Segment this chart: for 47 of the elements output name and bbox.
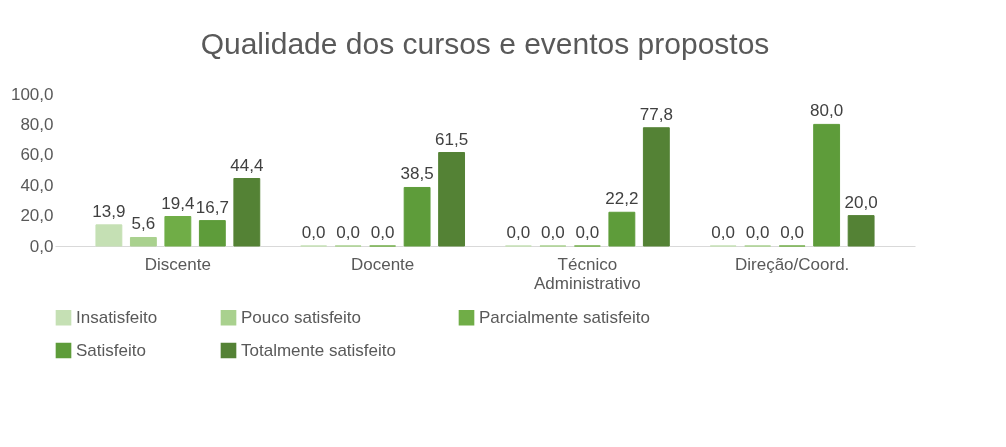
bar	[198, 220, 226, 247]
bar	[233, 178, 261, 247]
legend-label: Satisfeito	[76, 340, 146, 360]
bar	[608, 211, 636, 247]
bar	[813, 123, 841, 247]
bar	[164, 216, 192, 247]
data-label: 0,0	[541, 223, 565, 242]
data-label: 38,5	[400, 164, 434, 184]
data-label: 0,0	[336, 223, 360, 242]
x-tick-label: Direção/Coord.	[734, 254, 850, 274]
bar	[847, 215, 875, 247]
y-tick-label: 100,0	[10, 84, 54, 104]
bar	[403, 186, 431, 247]
y-tick-label: 20,0	[20, 206, 54, 226]
data-label: 5,6	[131, 214, 156, 234]
legend-label: Parcialmente satisfeito	[479, 307, 651, 327]
x-tick-label: Discente	[144, 254, 211, 274]
data-label: 61,5	[435, 129, 469, 149]
data-label: 0,0	[506, 223, 531, 242]
y-tick-label: 60,0	[20, 145, 54, 165]
data-label: 0,0	[745, 223, 770, 242]
y-tick-label: 0,0	[29, 236, 54, 256]
chart-title: Qualidade dos cursos e eventos propostos	[200, 27, 770, 60]
data-label: 0,0	[301, 223, 326, 242]
bar	[642, 127, 670, 247]
bar	[129, 236, 157, 247]
legend-label: Insatisfeito	[76, 307, 158, 327]
data-label: 80,0	[810, 101, 844, 121]
data-label: 19,4	[161, 193, 195, 213]
data-label: 0,0	[711, 223, 735, 242]
y-tick-label: 80,0	[20, 114, 54, 134]
bar	[438, 152, 466, 247]
data-label: 0,0	[780, 223, 804, 242]
data-label: 0,0	[575, 223, 600, 242]
x-tick-label: Técnico Administrativo	[534, 254, 641, 293]
x-tick-label: Docente	[350, 254, 415, 274]
legend-label: Totalmente satisfeito	[241, 340, 396, 360]
data-label: 16,7	[195, 197, 229, 217]
data-label: 20,0	[844, 192, 878, 212]
data-label: 0,0	[370, 223, 395, 242]
y-tick-label: 40,0	[20, 175, 54, 195]
data-label: 13,9	[92, 201, 126, 221]
data-label: 22,2	[605, 189, 639, 209]
bar	[95, 224, 123, 247]
legend-label: Pouco satisfeito	[241, 307, 362, 327]
data-label: 77,8	[639, 104, 673, 124]
data-label: 44,4	[230, 155, 264, 175]
